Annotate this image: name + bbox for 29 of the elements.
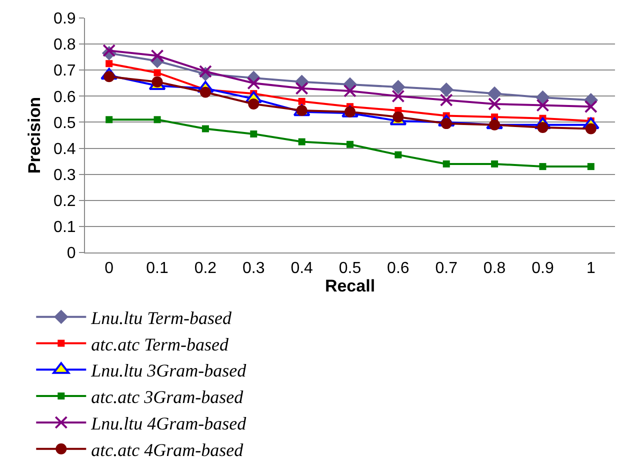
legend-label: atc.atc 3Gram-based bbox=[91, 387, 244, 408]
y-tick-label: 0.6 bbox=[54, 88, 76, 106]
x-tick-label: 0 bbox=[104, 260, 114, 277]
legend-label: Lnu.ltu 4Gram-based bbox=[90, 413, 248, 434]
x-axis-title: Recall bbox=[324, 276, 376, 296]
x-tick-label: 0.2 bbox=[194, 260, 217, 277]
y-tick-label: 0.2 bbox=[54, 193, 76, 210]
y-tick-label: 0.1 bbox=[54, 219, 76, 236]
x-tick-label: 0.7 bbox=[435, 260, 458, 277]
x-tick-label: 0.1 bbox=[146, 260, 168, 277]
y-tick-label: 0.9 bbox=[54, 10, 76, 28]
y-tick-label: 0 bbox=[66, 245, 76, 262]
y-tick-label: 0.3 bbox=[54, 166, 76, 184]
y-tick-label: 0.5 bbox=[54, 114, 76, 132]
x-tick-label: 0.6 bbox=[387, 260, 410, 277]
y-tick-label: 0.4 bbox=[54, 140, 76, 158]
legend-label: Lnu.ltu 3Gram-based bbox=[90, 360, 248, 381]
legend-label: atc.atc Term-based bbox=[91, 334, 230, 354]
x-tick-label: 0.8 bbox=[483, 260, 506, 277]
x-tick-label: 1 bbox=[586, 260, 596, 277]
y-tick-label: 0.7 bbox=[54, 62, 76, 80]
x-tick-label: 0.3 bbox=[242, 260, 265, 277]
y-tick-label: 0.8 bbox=[54, 36, 76, 54]
x-tick-label: 0.5 bbox=[338, 260, 362, 277]
x-tick-label: 0.9 bbox=[532, 260, 554, 277]
legend-label: Lnu.ltu Term-based bbox=[90, 308, 233, 328]
legend-label: atc.atc 4Gram-based bbox=[91, 440, 244, 460]
x-tick-label: 0.4 bbox=[290, 260, 314, 277]
y-axis-title: Precision bbox=[25, 97, 44, 174]
